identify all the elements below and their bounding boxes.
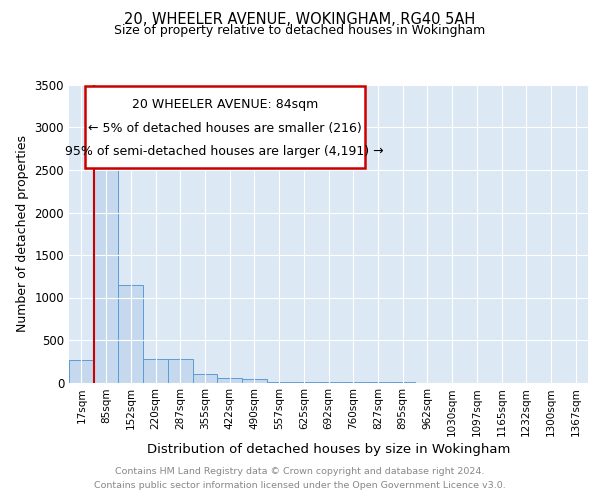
- Bar: [168, 358, 193, 382]
- Text: Contains public sector information licensed under the Open Government Licence v3: Contains public sector information licen…: [94, 481, 506, 490]
- Bar: [217, 378, 242, 382]
- Text: 20 WHEELER AVENUE: 84sqm: 20 WHEELER AVENUE: 84sqm: [131, 98, 318, 112]
- Text: 95% of semi-detached houses are larger (4,191) →: 95% of semi-detached houses are larger (…: [65, 145, 384, 158]
- FancyBboxPatch shape: [85, 86, 365, 168]
- Text: Size of property relative to detached houses in Wokingham: Size of property relative to detached ho…: [115, 24, 485, 37]
- Y-axis label: Number of detached properties: Number of detached properties: [16, 135, 29, 332]
- X-axis label: Distribution of detached houses by size in Wokingham: Distribution of detached houses by size …: [147, 443, 510, 456]
- Bar: [94, 159, 118, 382]
- Text: Contains HM Land Registry data © Crown copyright and database right 2024.: Contains HM Land Registry data © Crown c…: [115, 467, 485, 476]
- Text: ← 5% of detached houses are smaller (216): ← 5% of detached houses are smaller (216…: [88, 122, 362, 135]
- Bar: [69, 360, 94, 382]
- Bar: [143, 358, 168, 382]
- Text: 20, WHEELER AVENUE, WOKINGHAM, RG40 5AH: 20, WHEELER AVENUE, WOKINGHAM, RG40 5AH: [124, 12, 476, 28]
- Bar: [242, 379, 267, 382]
- Bar: [193, 374, 217, 382]
- Bar: [118, 285, 143, 382]
